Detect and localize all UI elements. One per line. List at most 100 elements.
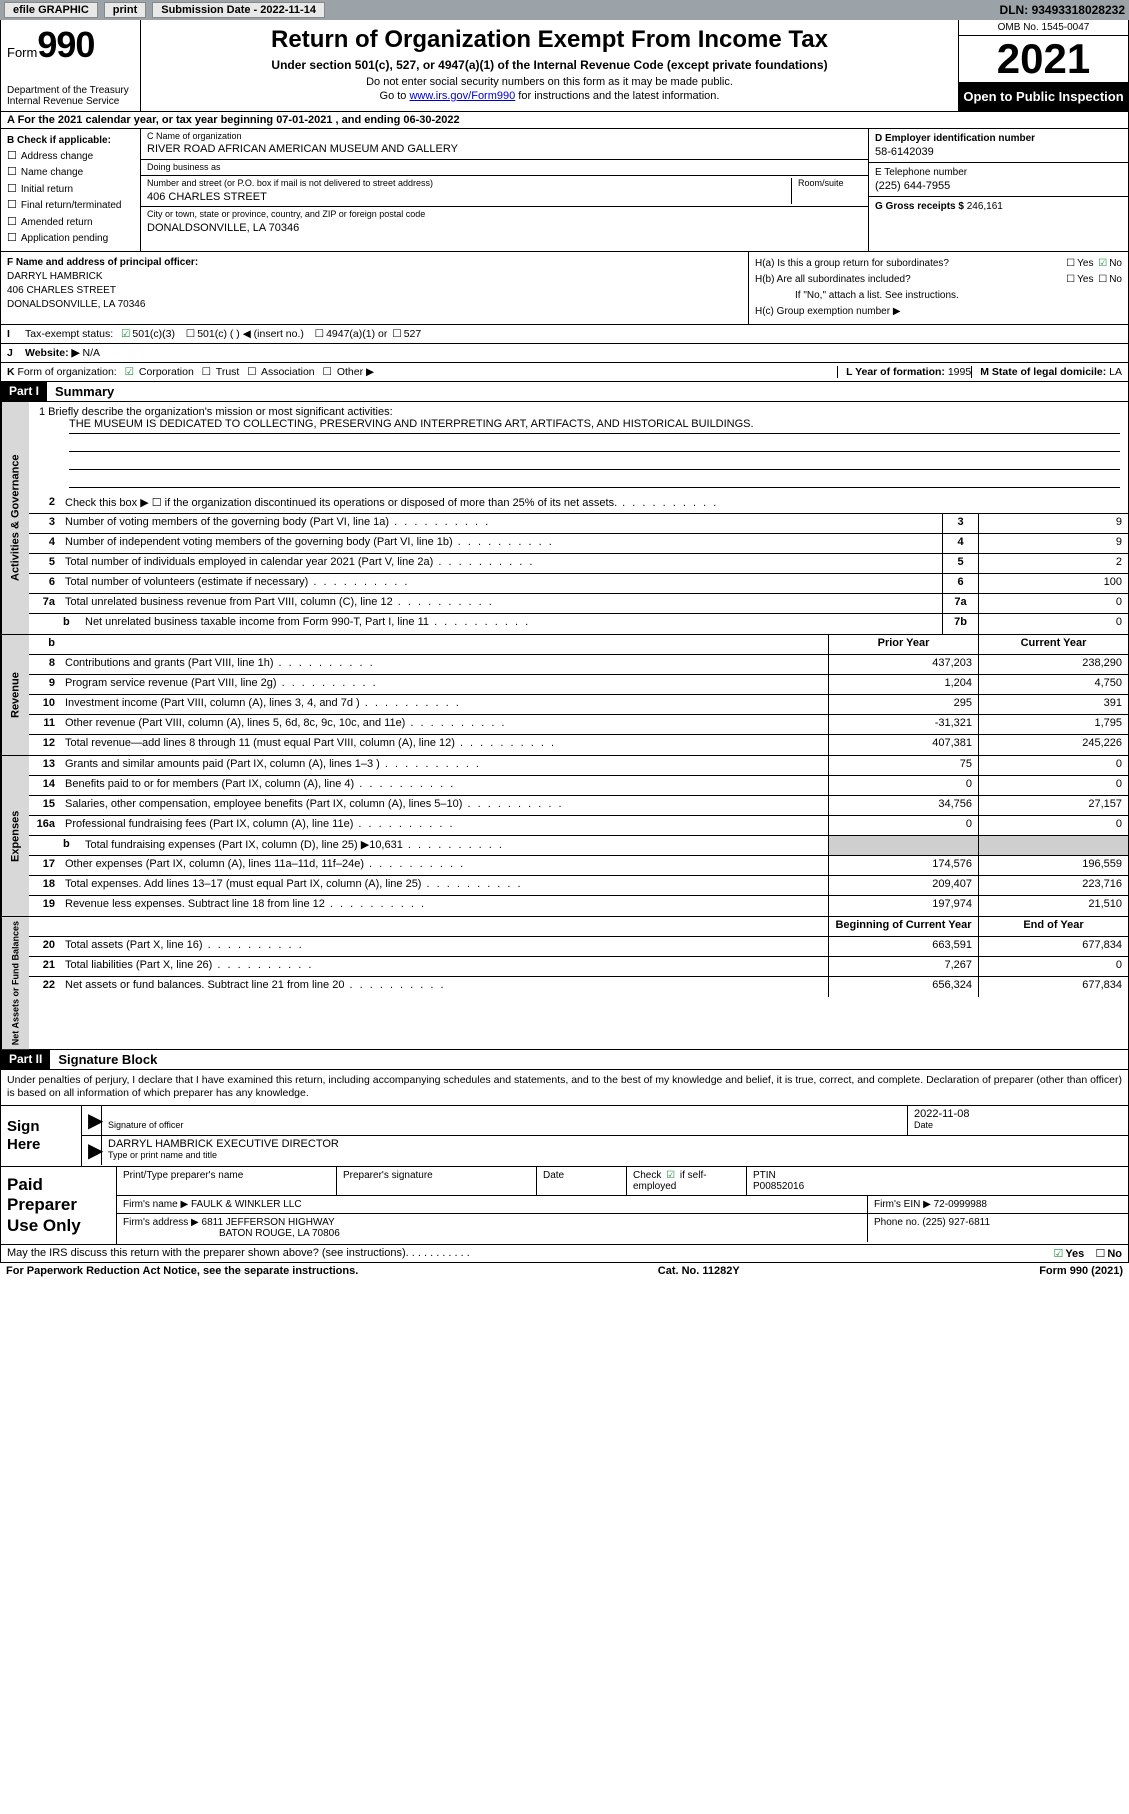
- chk-527[interactable]: [390, 328, 403, 340]
- chk-address-change[interactable]: Address change: [7, 148, 134, 165]
- current-year-val: 245,226: [978, 735, 1128, 755]
- note2-pre: Go to: [380, 90, 410, 102]
- row-text: Other revenue (Part VIII, column (A), li…: [61, 715, 828, 734]
- ha-yes[interactable]: [1064, 258, 1077, 269]
- submission-date-btn: Submission Date - 2022-11-14: [152, 2, 325, 18]
- sig-arrow-2: [82, 1136, 102, 1165]
- f-label: F Name and address of principal officer:: [7, 257, 198, 268]
- chk-501c3[interactable]: [119, 328, 132, 340]
- row-text: Program service revenue (Part VIII, line…: [61, 675, 828, 694]
- row-box: 7b: [942, 614, 978, 634]
- form-subtitle: Under section 501(c), 527, or 4947(a)(1)…: [149, 58, 950, 72]
- form-title: Return of Organization Exempt From Incom…: [149, 26, 950, 54]
- col-c: C Name of organization RIVER ROAD AFRICA…: [141, 129, 868, 251]
- chk-amended-return[interactable]: Amended return: [7, 214, 134, 231]
- current-year-val: 0: [978, 776, 1128, 795]
- row-num: [29, 836, 61, 855]
- sig-line-2: DARRYL HAMBRICK EXECUTIVE DIRECTOR Type …: [82, 1136, 1128, 1165]
- row-text: Number of independent voting members of …: [61, 534, 942, 553]
- f-officer: F Name and address of principal officer:…: [1, 252, 748, 324]
- ha-no[interactable]: [1096, 258, 1109, 269]
- prior-year-val: 197,974: [828, 896, 978, 916]
- row-k-form-org: K Form of organization: Corporation Trus…: [0, 363, 1129, 382]
- row-val: 0: [978, 614, 1128, 634]
- website-value: N/A: [82, 347, 100, 359]
- current-year-val: 677,834: [978, 937, 1128, 956]
- m-label: M State of legal domicile:: [980, 366, 1106, 378]
- current-year-val: [978, 836, 1128, 855]
- chk-other[interactable]: [320, 366, 333, 378]
- rev-header-row: b Prior Year Current Year: [29, 635, 1128, 655]
- row-box: 3: [942, 514, 978, 533]
- d-label: D Employer identification number: [875, 133, 1035, 144]
- chk-initial-return[interactable]: Initial return: [7, 181, 134, 198]
- chk-4947[interactable]: [313, 328, 326, 340]
- prior-year-hdr: Prior Year: [828, 635, 978, 654]
- sig-name-cell: DARRYL HAMBRICK EXECUTIVE DIRECTOR Type …: [102, 1136, 1128, 1165]
- pp-row-1: Print/Type preparer's name Preparer's si…: [117, 1167, 1128, 1196]
- sig-date-cell: 2022-11-08 Date: [908, 1106, 1128, 1135]
- opt-4947: 4947(a)(1) or: [326, 328, 387, 340]
- table-row: 8Contributions and grants (Part VIII, li…: [29, 655, 1128, 675]
- k-lead: K: [7, 366, 15, 378]
- dln-value: 93493318028232: [1032, 3, 1125, 17]
- chk-name-change[interactable]: Name change: [7, 164, 134, 181]
- row-text: Contributions and grants (Part VIII, lin…: [61, 655, 828, 674]
- row-text: Revenue less expenses. Subtract line 18 …: [61, 896, 828, 916]
- chk-trust[interactable]: [200, 366, 213, 378]
- sig-line-1: Signature of officer 2022-11-08 Date: [82, 1106, 1128, 1136]
- chk-application-pending[interactable]: Application pending: [7, 230, 134, 247]
- chk-corporation[interactable]: [123, 366, 136, 378]
- prior-year-val: 209,407: [828, 876, 978, 895]
- org-addr: 406 CHARLES STREET: [147, 190, 785, 204]
- opt-other: Other ▶: [337, 366, 374, 378]
- g-gross-box: G Gross receipts $ 246,161: [869, 197, 1128, 216]
- pp-prep-sig-label: Preparer's signature: [343, 1170, 433, 1181]
- table-row: 16aProfessional fundraising fees (Part I…: [29, 816, 1128, 836]
- gov-row: 3Number of voting members of the governi…: [29, 514, 1128, 534]
- chk-self-employed[interactable]: [664, 1170, 677, 1181]
- mission-blank3: [69, 472, 1120, 488]
- efile-graphic-btn[interactable]: efile GRAPHIC: [4, 2, 98, 18]
- footer-form-post: (2021): [1088, 1265, 1123, 1277]
- print-btn[interactable]: print: [104, 2, 146, 18]
- row-box: 4: [942, 534, 978, 553]
- irs-link[interactable]: www.irs.gov/Form990: [409, 90, 515, 102]
- pp-date: Date: [537, 1167, 627, 1195]
- chk-final-return[interactable]: Final return/terminated: [7, 197, 134, 214]
- c-dba-box: Doing business as: [141, 160, 868, 177]
- paid-label: Paid Preparer Use Only: [1, 1167, 116, 1244]
- c-dba-label: Doing business as: [147, 162, 862, 174]
- chk-501c[interactable]: [184, 328, 197, 340]
- footer-form-num: 990: [1070, 1265, 1088, 1277]
- vtab-expenses: Expenses: [1, 756, 29, 916]
- section-bcd: B Check if applicable: Address change Na…: [0, 129, 1129, 252]
- sig-name-label: Type or print name and title: [108, 1150, 217, 1160]
- pp-prep-sig: Preparer's signature: [337, 1167, 537, 1195]
- row-val: 2: [978, 554, 1128, 573]
- hb-yes[interactable]: [1064, 274, 1077, 285]
- hb-text: H(b) Are all subordinates included?: [755, 274, 911, 285]
- row-num: 2: [29, 494, 61, 513]
- sig-declaration: Under penalties of perjury, I declare th…: [0, 1070, 1129, 1106]
- current-year-val: 677,834: [978, 977, 1128, 997]
- dln-label: DLN:: [1000, 3, 1029, 17]
- pp-addr-val: 6811 JEFFERSON HIGHWAY: [202, 1217, 335, 1228]
- na-hdr-txt: [61, 917, 828, 936]
- row-num: 19: [29, 896, 61, 916]
- row-num: 11: [29, 715, 61, 734]
- hb-no[interactable]: [1096, 274, 1109, 285]
- current-year-val: 1,795: [978, 715, 1128, 734]
- c-name-label: C Name of organization: [147, 131, 862, 143]
- table-row: 11Other revenue (Part VIII, column (A), …: [29, 715, 1128, 735]
- row-num: 10: [29, 695, 61, 714]
- row-num: 6: [29, 574, 61, 593]
- org-name: RIVER ROAD AFRICAN AMERICAN MUSEUM AND G…: [147, 142, 862, 156]
- discuss-yes[interactable]: [1051, 1248, 1065, 1260]
- h-group: H(a) Is this a group return for subordin…: [748, 252, 1128, 324]
- na-rows: Beginning of Current Year End of Year 20…: [29, 917, 1128, 1049]
- pp-ptin-val: P00852016: [753, 1181, 804, 1192]
- discuss-no[interactable]: [1093, 1248, 1107, 1260]
- chk-association[interactable]: [245, 366, 258, 378]
- pp-ptin-label: PTIN: [753, 1170, 776, 1181]
